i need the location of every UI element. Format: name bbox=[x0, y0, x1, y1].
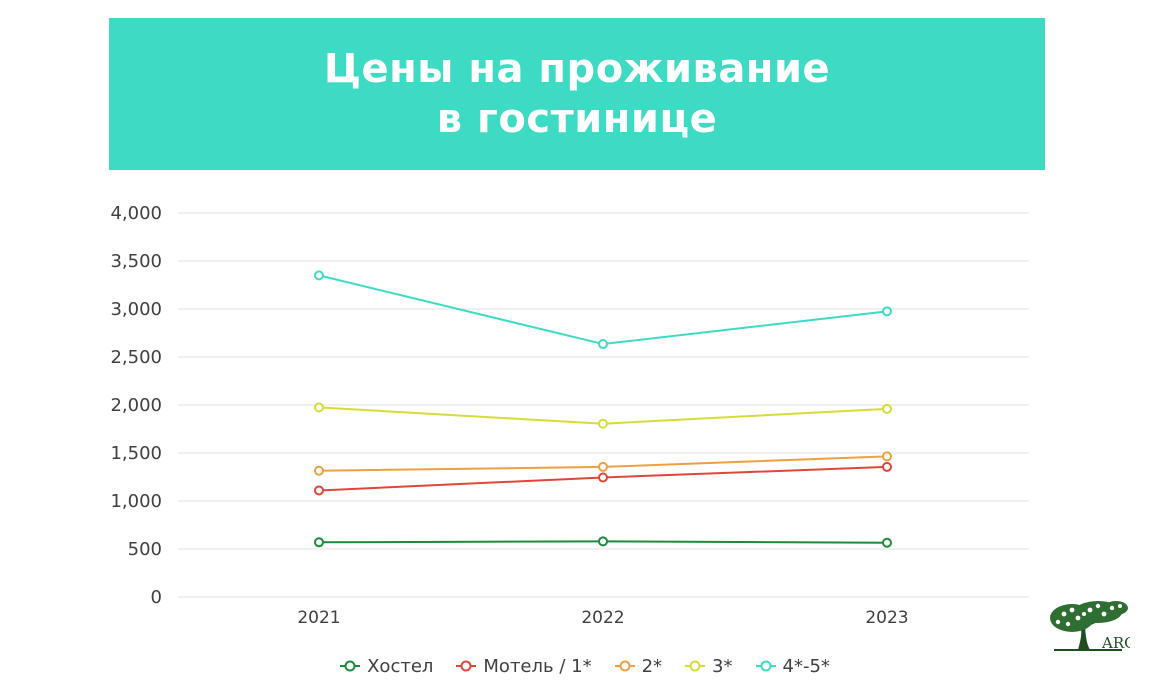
tree-icon bbox=[1050, 601, 1128, 651]
y-tick-label: 4,000 bbox=[110, 203, 162, 224]
legend-marker bbox=[685, 660, 706, 672]
y-tick-label: 500 bbox=[128, 539, 162, 560]
legend-label: 2* bbox=[641, 655, 663, 677]
data-point bbox=[882, 537, 892, 548]
data-point bbox=[314, 537, 324, 548]
legend-marker bbox=[755, 660, 776, 672]
data-point bbox=[882, 451, 892, 462]
data-point bbox=[598, 536, 608, 547]
y-tick-label: 0 bbox=[151, 587, 162, 608]
title-banner: Цены на проживание в гостинице bbox=[109, 18, 1045, 170]
legend-marker bbox=[340, 660, 361, 672]
data-point bbox=[314, 465, 324, 476]
chart-title-line-2: в гостинице bbox=[436, 96, 718, 142]
data-point bbox=[882, 403, 892, 414]
data-point bbox=[598, 339, 608, 350]
data-point bbox=[314, 485, 324, 496]
y-tick-label: 2,500 bbox=[110, 347, 162, 368]
y-tick-label: 1,000 bbox=[110, 491, 162, 512]
data-point bbox=[598, 418, 608, 429]
x-tick-label: 2023 bbox=[865, 608, 908, 628]
y-tick-label: 3,500 bbox=[110, 251, 162, 272]
legend-item: 2* bbox=[614, 656, 662, 677]
logo-text: ARG bbox=[1101, 634, 1130, 652]
legend-item: Мотель / 1* bbox=[455, 655, 592, 677]
x-tick-label: 2021 bbox=[297, 608, 340, 628]
data-point bbox=[598, 461, 608, 472]
y-tick-label: 2,000 bbox=[110, 395, 162, 416]
data-point bbox=[598, 472, 608, 483]
legend-marker bbox=[456, 660, 477, 672]
legend-label: 3* bbox=[712, 655, 733, 677]
arg-logo: ARG bbox=[1050, 601, 1130, 652]
legend-item: 3* bbox=[684, 655, 733, 677]
y-tick-label: 1,500 bbox=[110, 443, 162, 464]
data-point bbox=[882, 461, 892, 472]
data-point bbox=[314, 402, 324, 413]
legend-item: 4*-5* bbox=[755, 656, 830, 677]
data-point bbox=[314, 270, 324, 281]
legend-label: Хостел bbox=[367, 655, 434, 677]
legend-item: Хостел bbox=[339, 656, 433, 677]
chart-legend: Хостел Мотель / 1* 2* 3* 4*-5* bbox=[0, 652, 1169, 680]
legend-label: Мотель / 1* bbox=[483, 655, 592, 677]
chart-title-line-1: Цены на проживание bbox=[323, 46, 831, 92]
legend-label: 4*-5* bbox=[782, 655, 830, 677]
x-tick-label: 2022 bbox=[581, 608, 624, 628]
y-tick-label: 3,000 bbox=[110, 299, 162, 320]
data-point bbox=[882, 306, 892, 317]
legend-marker bbox=[614, 660, 635, 672]
series-line bbox=[318, 274, 888, 346]
